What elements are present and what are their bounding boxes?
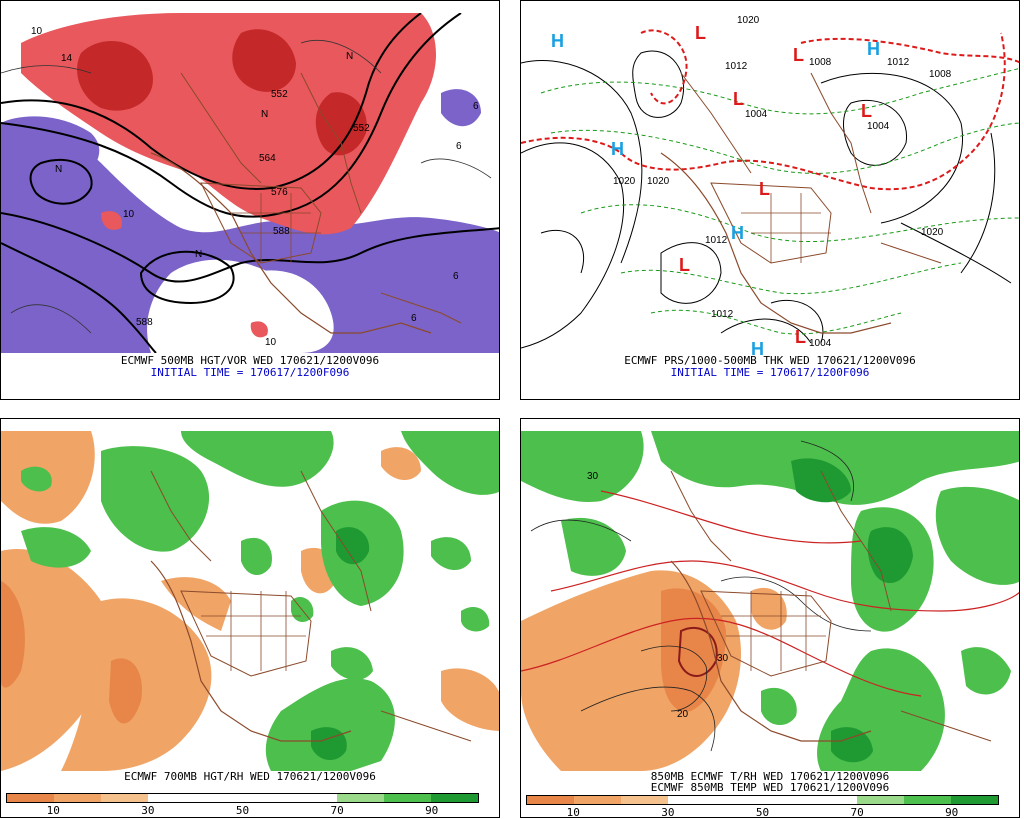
legend-swatch — [336, 794, 384, 802]
high-pressure-icon: H — [751, 339, 764, 359]
legend-swatch — [715, 796, 763, 804]
legend-swatch — [856, 796, 904, 804]
vort-center-label: N — [346, 51, 354, 62]
contour-label: 6 — [456, 141, 462, 152]
legend-tick-label: 50 — [235, 804, 250, 817]
contour-label: 552 — [353, 123, 370, 134]
low-pressure-icon: L — [861, 101, 872, 121]
rh-map — [1, 431, 499, 771]
isobar-label: 1004 — [745, 109, 768, 120]
rh-color-legend — [6, 793, 479, 803]
high-pressure-icon: H — [867, 39, 880, 59]
contour-label: 6 — [473, 101, 479, 112]
low-pressure-icon: L — [793, 45, 804, 65]
panel-caption-2: ECMWF 850MB TEMP WED 170621/1200V096 — [650, 781, 890, 794]
temp-contour-label: 30 — [587, 471, 599, 482]
isobar-label: 1008 — [929, 69, 952, 80]
isobar-label: 1012 — [705, 235, 728, 246]
legend-tick-label: 90 — [425, 804, 439, 817]
vort-center-label: N — [55, 164, 63, 175]
legend-swatch — [668, 796, 716, 804]
legend-swatch — [430, 794, 478, 802]
contour-label: 6 — [453, 271, 459, 282]
rh-legend-ticks: 10 30 50 70 90 — [6, 804, 479, 817]
panel-caption: ECMWF 500MB HGT/VOR WED 170621/1200V096 — [120, 354, 380, 367]
high-pressure-icon: H — [551, 31, 564, 51]
low-pressure-icon: L — [759, 179, 770, 199]
isobar-label: 1020 — [613, 176, 636, 187]
high-pressure-icon: H — [611, 139, 624, 159]
panel-700mb-hgt-rh: ECMWF 700MB HGT/RH WED 170621/1200V096 1… — [0, 418, 500, 818]
panel-initial-time: INITIAL TIME = 170617/1200F096 — [150, 366, 350, 379]
vort-center-label: N — [261, 109, 269, 120]
isobar-label: 1012 — [887, 57, 910, 68]
legend-tick-label: 30 — [661, 806, 675, 818]
panel-850mb-t-rh: 30 30 20 850MB ECMWF T/RH WED 170621/120… — [520, 418, 1020, 818]
legend-swatch — [7, 794, 55, 802]
isobar-label: 1012 — [725, 61, 748, 72]
legend-tick-label: 70 — [850, 806, 864, 818]
legend-tick-label: 10 — [46, 804, 60, 817]
legend-tick-label: 50 — [755, 806, 770, 818]
panel-initial-time: INITIAL TIME = 170617/1200F096 — [670, 366, 870, 379]
legend-swatch — [903, 796, 951, 804]
contour-label: 564 — [259, 153, 276, 164]
isobar-label: 1012 — [711, 309, 734, 320]
isobar-label: 1008 — [809, 57, 832, 68]
contour-label: 10 — [31, 26, 43, 37]
isobar-label: 1004 — [809, 338, 832, 349]
legend-swatch — [950, 796, 998, 804]
panel-prs-thk: H H H H H L L L L L L L 1020 1020 1020 1… — [520, 0, 1020, 400]
legend-swatch — [809, 796, 857, 804]
low-pressure-icon: L — [679, 255, 690, 275]
panel-caption: 850MB ECMWF T/RH WED 170621/1200V096 — [650, 770, 890, 783]
legend-swatch — [762, 796, 810, 804]
low-pressure-icon: L — [695, 23, 706, 43]
temp-contour-label: 20 — [677, 709, 689, 720]
legend-swatch — [383, 794, 431, 802]
contour-label: 552 — [271, 89, 288, 100]
legend-tick-label: 90 — [945, 806, 959, 818]
temp-rh-map — [521, 431, 1019, 771]
low-pressure-icon: L — [733, 89, 744, 109]
low-pressure-icon: L — [795, 327, 806, 347]
legend-swatch — [621, 796, 669, 804]
legend-tick-label: 70 — [330, 804, 344, 817]
vort-center-label: N — [195, 249, 203, 260]
contour-label: 10 — [123, 209, 135, 220]
rh-color-legend — [526, 795, 999, 805]
legend-swatch — [289, 794, 337, 802]
contour-label: 6 — [411, 313, 417, 324]
legend-tick-label: 10 — [566, 806, 580, 818]
vorticity-map — [1, 13, 499, 353]
contour-label: 10 — [265, 337, 277, 348]
panel-caption: ECMWF PRS/1000-500MB THK WED 170621/1200… — [624, 354, 916, 367]
isobar-label: 1004 — [867, 121, 890, 132]
temp-contour-label: 30 — [717, 653, 729, 664]
contour-label: 14 — [61, 53, 73, 64]
legend-swatch — [242, 794, 290, 802]
contour-label: 588 — [273, 226, 290, 237]
legend-swatch — [54, 794, 102, 802]
pressure-map — [521, 13, 1019, 353]
high-pressure-icon: H — [731, 223, 744, 243]
legend-swatch — [148, 794, 196, 802]
legend-swatch — [195, 794, 243, 802]
legend-swatch — [101, 794, 149, 802]
legend-swatch — [527, 796, 575, 804]
panel-500mb-hgt-vor: 552 552 564 576 588 588 N N N N 10 10 10… — [0, 0, 500, 400]
contour-label: 576 — [271, 187, 288, 198]
contour-label: 588 — [136, 317, 153, 328]
rh-legend-ticks: 10 30 50 70 90 — [526, 806, 999, 818]
legend-tick-label: 30 — [141, 804, 155, 817]
legend-swatch — [574, 796, 622, 804]
panel-caption: ECMWF 700MB HGT/RH WED 170621/1200V096 — [124, 770, 376, 783]
isobar-label: 1020 — [737, 15, 760, 26]
isobar-label: 1020 — [647, 176, 670, 187]
isobar-label: 1020 — [921, 227, 944, 238]
